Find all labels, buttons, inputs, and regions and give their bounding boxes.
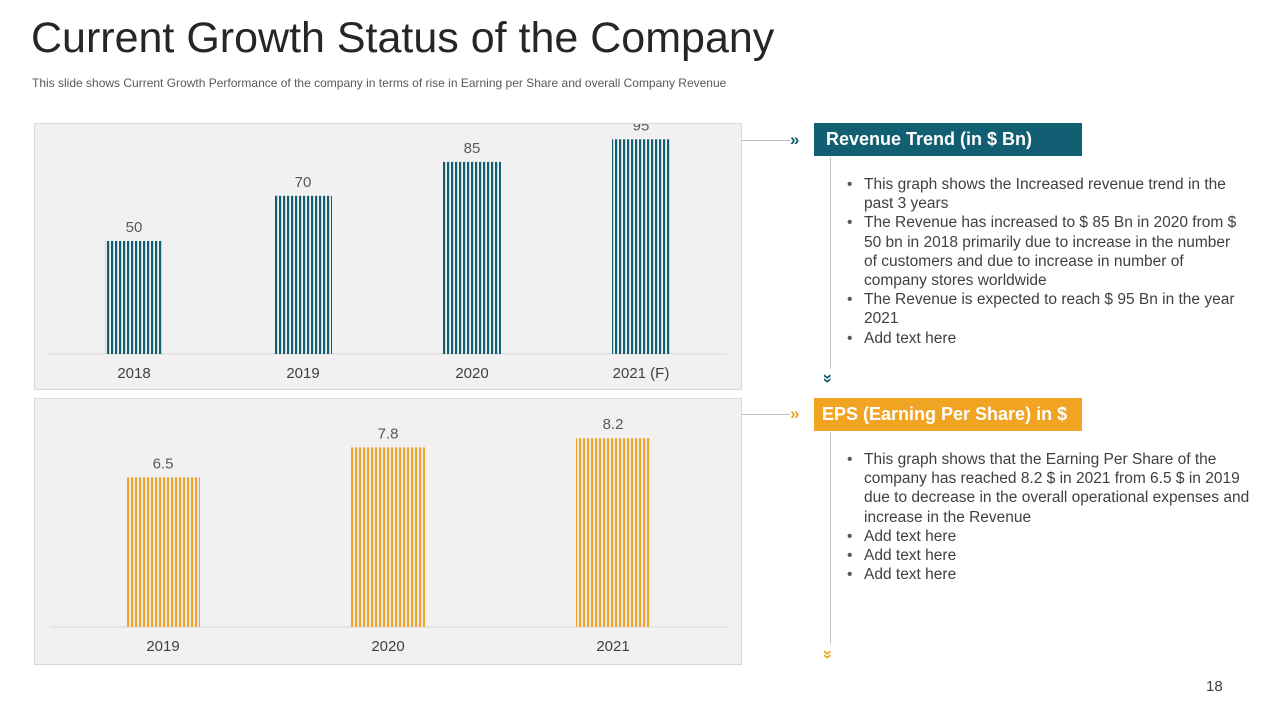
data-label: 95 bbox=[633, 124, 650, 134]
eps-bullet-list: This graph shows that the Earning Per Sh… bbox=[844, 450, 1264, 585]
data-label: 85 bbox=[464, 140, 481, 157]
x-tick-label: 2019 bbox=[286, 365, 319, 382]
list-item: Add text here bbox=[844, 565, 1264, 584]
eps-chevron-right-icon: » bbox=[790, 404, 800, 423]
bar bbox=[351, 447, 425, 627]
x-tick-label: 2018 bbox=[117, 365, 150, 382]
eps-header: EPS (Earning Per Share) in $ bbox=[814, 398, 1082, 431]
bar bbox=[576, 438, 650, 627]
bar bbox=[105, 241, 163, 354]
list-item: This graph shows that the Earning Per Sh… bbox=[844, 450, 1264, 527]
eps-chevron-down-icon: » bbox=[819, 649, 839, 660]
x-tick-label: 2019 bbox=[146, 638, 179, 655]
revenue-vertical-line bbox=[830, 157, 831, 369]
eps-chart-svg: 6.5 2019 7.8 2020 8.2 2021 bbox=[50, 416, 727, 655]
revenue-chart-svg: 50 2018 70 2019 85 2020 95 2021 (F) bbox=[48, 124, 727, 382]
x-tick-label: 2020 bbox=[371, 638, 404, 655]
list-item: The Revenue has increased to $ 85 Bn in … bbox=[844, 213, 1244, 290]
slide-title: Current Growth Status of the Company bbox=[31, 14, 775, 62]
data-label: 50 bbox=[126, 219, 143, 236]
x-tick-label: 2021 (F) bbox=[613, 365, 670, 382]
eps-chart: 6.5 2019 7.8 2020 8.2 2021 bbox=[34, 398, 742, 665]
revenue-bullet-list: This graph shows the Increased revenue t… bbox=[844, 175, 1244, 348]
list-item: The Revenue is expected to reach $ 95 Bn… bbox=[844, 290, 1244, 328]
list-item: Add text here bbox=[844, 329, 1244, 348]
slide-subtitle: This slide shows Current Growth Performa… bbox=[32, 76, 727, 90]
data-label: 7.8 bbox=[378, 425, 399, 442]
revenue-connector-line bbox=[742, 140, 790, 141]
bar bbox=[126, 477, 200, 627]
x-tick-label: 2020 bbox=[455, 365, 488, 382]
page-number: 18 bbox=[1206, 678, 1223, 695]
list-item: Add text here bbox=[844, 527, 1264, 546]
list-item: This graph shows the Increased revenue t… bbox=[844, 175, 1244, 213]
revenue-chevron-down-icon: » bbox=[819, 373, 839, 384]
eps-vertical-line bbox=[830, 432, 831, 644]
bar bbox=[612, 139, 670, 354]
list-item: Add text here bbox=[844, 546, 1264, 565]
eps-connector-line bbox=[742, 414, 790, 415]
revenue-chevron-right-icon: » bbox=[790, 130, 800, 149]
bar bbox=[274, 195, 332, 354]
data-label: 8.2 bbox=[603, 416, 624, 433]
bar bbox=[443, 161, 501, 354]
revenue-header: Revenue Trend (in $ Bn) bbox=[814, 123, 1082, 156]
revenue-chart: 50 2018 70 2019 85 2020 95 2021 (F) bbox=[34, 123, 742, 390]
data-label: 6.5 bbox=[153, 455, 174, 472]
x-tick-label: 2021 bbox=[596, 638, 629, 655]
data-label: 70 bbox=[295, 174, 312, 191]
